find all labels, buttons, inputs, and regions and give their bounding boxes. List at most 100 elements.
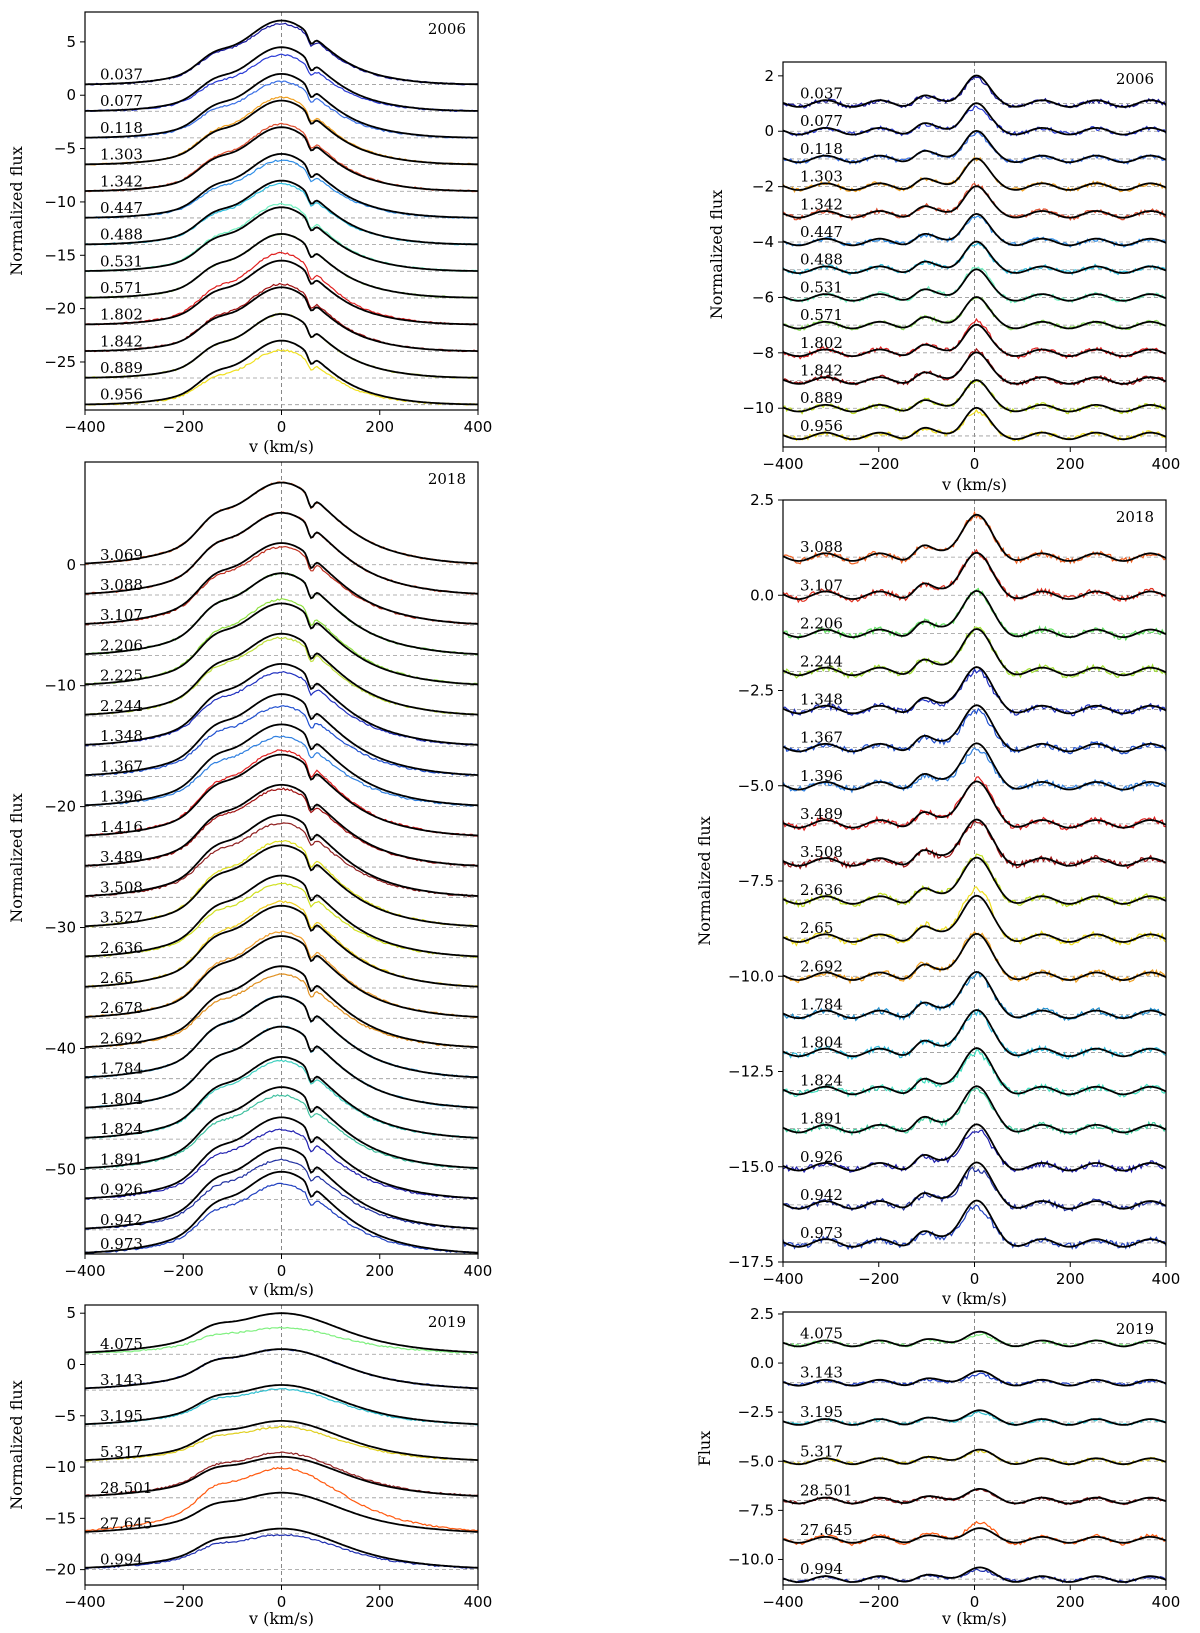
model-spectrum (85, 814, 478, 897)
model-spectrum (783, 185, 1166, 219)
phase-label: 27.645 (100, 1515, 153, 1533)
y-tick-label: 5 (66, 33, 76, 51)
x-axis-label: v (km/s) (248, 1280, 314, 1299)
phase-label: 28.501 (100, 1479, 153, 1497)
phase-label: 1.342 (800, 195, 843, 213)
model-spectrum (783, 1409, 1166, 1426)
phase-label: 0.488 (800, 251, 843, 269)
model-spectrum (783, 513, 1166, 562)
phase-label: 0.889 (800, 389, 843, 407)
model-spectrum (85, 1086, 478, 1169)
y-tick-label: 0 (764, 122, 774, 140)
x-axis-label: v (km/s) (248, 437, 314, 456)
model-spectrum (85, 1025, 478, 1109)
x-axis-label: v (km/s) (941, 1609, 1007, 1628)
phase-label: 1.348 (100, 727, 143, 745)
x-tick-label: −200 (163, 1593, 204, 1611)
model-spectrum (85, 995, 478, 1079)
year-label: 2019 (1116, 1320, 1154, 1338)
x-axis-label: v (km/s) (941, 1289, 1007, 1308)
model-spectrum (783, 1009, 1166, 1058)
y-tick-label: −8 (752, 344, 774, 362)
model-spectrum (783, 1161, 1166, 1210)
observed-spectrum (783, 1129, 1166, 1174)
model-spectrum (85, 572, 478, 655)
phase-label: 0.118 (800, 140, 843, 158)
phase-label: 0.889 (100, 359, 143, 377)
y-tick-label: −10 (44, 193, 76, 211)
y-tick-label: 0 (66, 1355, 76, 1373)
phase-label: 1.396 (800, 767, 843, 785)
y-tick-label: 0.0 (750, 1354, 774, 1372)
x-tick-label: 0 (277, 418, 287, 436)
y-tick-label: −17.5 (728, 1253, 774, 1271)
phase-label: 3.195 (100, 1407, 143, 1425)
x-tick-label: −400 (64, 418, 105, 436)
phase-label: 3.527 (100, 909, 143, 927)
model-spectrum (85, 46, 478, 112)
model-spectrum (783, 240, 1166, 275)
model-spectrum (783, 589, 1166, 639)
y-tick-label: −2.5 (738, 682, 774, 700)
y-tick-label: −12.5 (728, 1063, 774, 1081)
model-spectrum (783, 704, 1166, 753)
phase-label: 0.956 (100, 386, 143, 404)
phase-label: 28.501 (800, 1482, 853, 1500)
y-axis-label: Normalized flux (7, 146, 26, 275)
x-tick-label: 200 (365, 418, 394, 436)
x-tick-label: 0 (277, 1262, 287, 1280)
model-spectrum (85, 99, 478, 166)
phase-label: 1.842 (800, 362, 843, 380)
model-spectrum (783, 894, 1166, 943)
model-spectrum (783, 1488, 1166, 1505)
phase-label: 2.692 (100, 1029, 143, 1047)
plot-area (783, 62, 1166, 447)
phase-label: 0.037 (100, 66, 143, 84)
observed-spectrum (783, 747, 1166, 794)
model-spectrum (85, 693, 478, 776)
y-tick-label: −20 (44, 1561, 76, 1579)
phase-label: 0.077 (100, 92, 143, 110)
phase-label: 0.956 (800, 417, 843, 435)
phase-label: 1.367 (800, 729, 843, 747)
year-label: 2006 (1116, 70, 1154, 88)
y-tick-label: −2 (752, 178, 774, 196)
y-tick-label: −15.0 (728, 1158, 774, 1176)
observed-spectrum (783, 1166, 1166, 1212)
model-spectrum (783, 296, 1166, 330)
plot-area (85, 1305, 478, 1585)
phase-label: 1.396 (100, 788, 143, 806)
model-spectrum (85, 1170, 478, 1254)
model-spectrum (783, 351, 1166, 385)
x-axis-label: v (km/s) (248, 1609, 314, 1628)
phase-label: 3.088 (800, 538, 843, 556)
phase-label: 2.636 (100, 939, 143, 957)
phase-label: 2.206 (100, 636, 143, 654)
model-spectrum (783, 1527, 1166, 1544)
panel-right-2006: 0.037 0.077 0.118 1.303 1.342 0.447 0.488 0.531… (707, 61, 1180, 494)
panel-left-2019: 4.075 3.143 3.195 5.317 28.501 27.645 0.994 −40… (7, 1304, 492, 1628)
model-spectrum (783, 742, 1166, 791)
phase-label: 0.488 (100, 226, 143, 244)
phase-label: 2.206 (800, 614, 843, 632)
model-spectrum (783, 1566, 1166, 1584)
y-tick-label: −15 (44, 1509, 76, 1527)
year-label: 2018 (1116, 508, 1154, 526)
phase-label: 1.802 (800, 334, 843, 352)
model-spectrum (85, 481, 478, 565)
y-axis-label: Normalized flux (707, 190, 726, 319)
model-spectrum (85, 179, 478, 246)
model-spectrum (783, 212, 1166, 247)
y-tick-label: −5.0 (738, 1452, 774, 1470)
observed-spectrum (85, 1425, 478, 1462)
model-spectrum (85, 152, 478, 219)
model-spectrum (85, 1455, 478, 1497)
phase-label: 1.303 (800, 168, 843, 186)
panel-left-2006: 0.037 0.077 0.118 1.303 1.342 0.447 0.488 0.531… (7, 11, 492, 456)
observed-spectrum (85, 1158, 478, 1230)
phase-label: 27.645 (800, 1521, 853, 1539)
observed-spectrum (85, 1326, 478, 1355)
x-tick-label: −400 (64, 1262, 105, 1280)
model-spectrum (85, 874, 478, 958)
phase-label: 0.942 (100, 1211, 143, 1229)
